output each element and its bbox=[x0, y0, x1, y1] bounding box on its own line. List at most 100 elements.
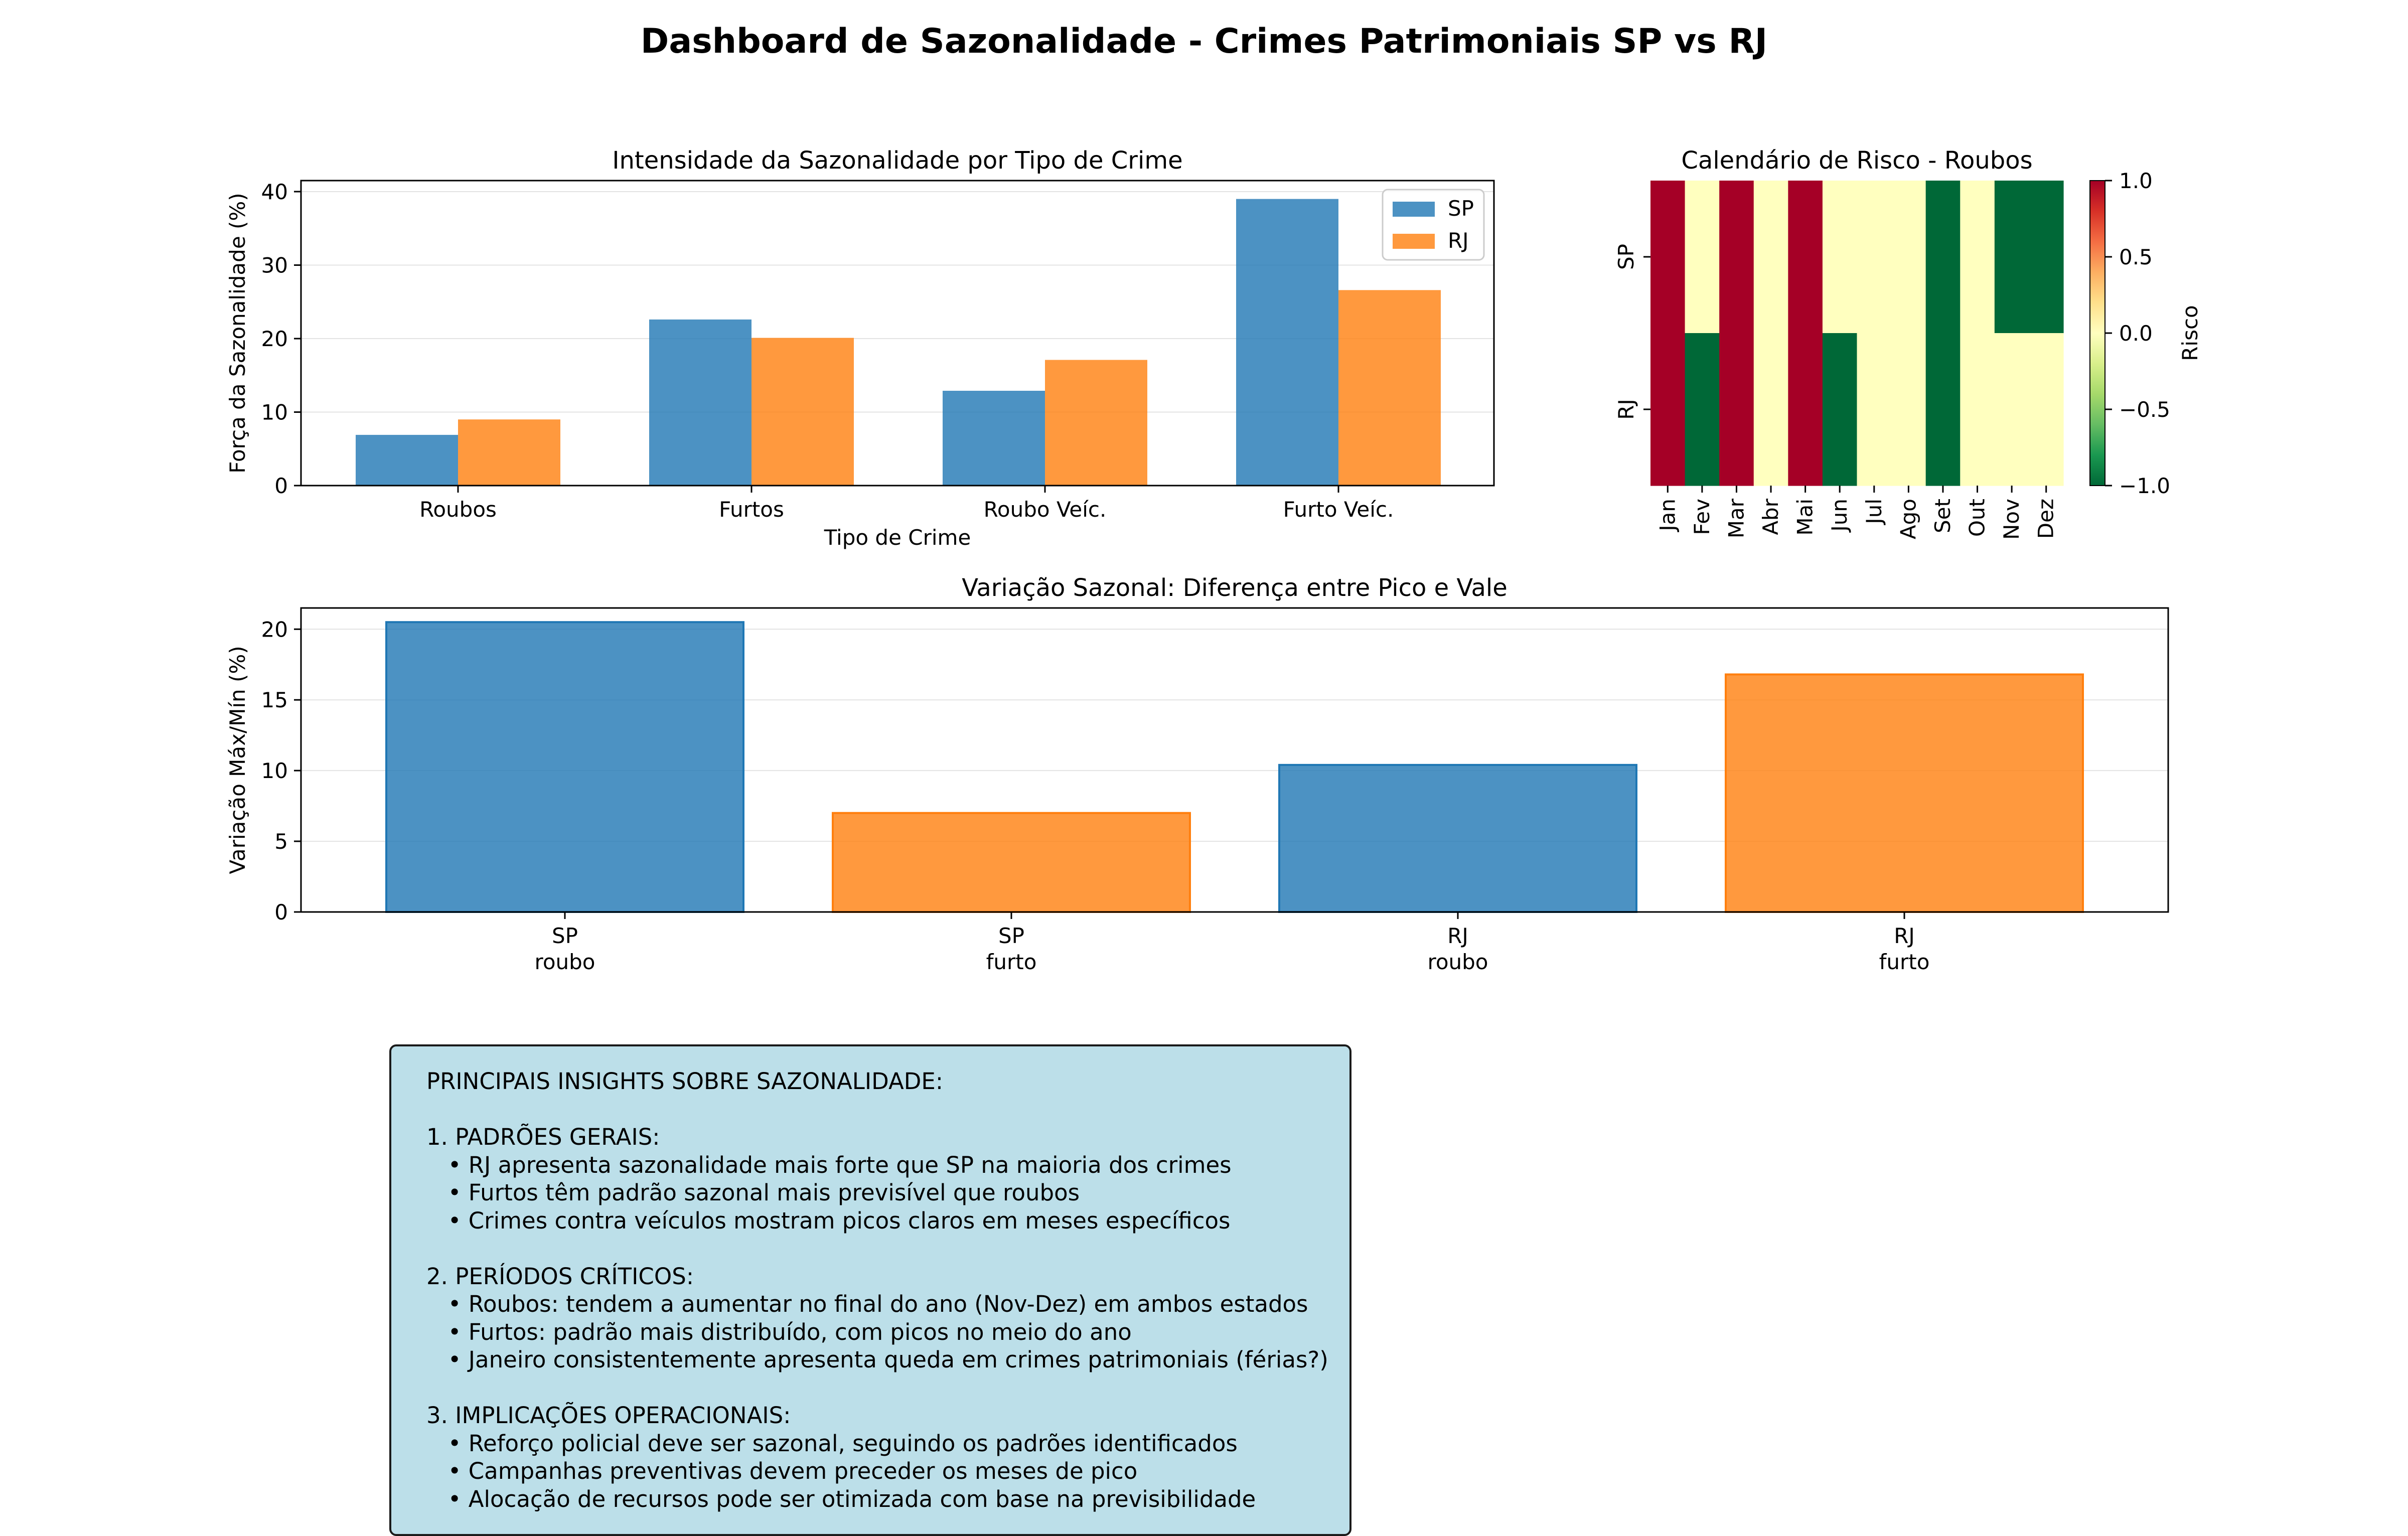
heatmap-cell bbox=[1788, 333, 1823, 486]
insight-line: • Reforço policial deve ser sazonal, seg… bbox=[426, 1430, 1238, 1457]
heatmap-cell bbox=[1857, 333, 1892, 486]
x-tick-label: Furtos bbox=[719, 497, 784, 522]
x-tick-label-state: SP bbox=[552, 924, 578, 948]
variation-bar-3 bbox=[1725, 673, 2084, 913]
colorbar-tick-label: −1.0 bbox=[2119, 474, 2170, 498]
heatmap-cell bbox=[1685, 333, 1720, 486]
column-label: Dez bbox=[2034, 499, 2058, 539]
colorbar-label: Risco bbox=[2178, 305, 2202, 361]
y-tick-label: 0 bbox=[274, 900, 288, 925]
heatmap-cell bbox=[1960, 333, 1995, 486]
heatmap-cell bbox=[1685, 181, 1720, 334]
x-axis-label: Tipo de Crime bbox=[824, 525, 971, 550]
y-tick-label: 30 bbox=[261, 253, 288, 277]
insight-line: PRINCIPAIS INSIGHTS SOBRE SAZONALIDADE: bbox=[426, 1068, 944, 1095]
colorbar-tick-label: −0.5 bbox=[2119, 397, 2170, 422]
y-tick-label: 20 bbox=[261, 617, 288, 642]
insight-line: • Campanhas preventivas devem preceder o… bbox=[426, 1458, 1138, 1484]
heatmap-cell bbox=[1753, 181, 1788, 334]
heatmap-cell bbox=[2029, 181, 2064, 334]
insight-line: 2. PERÍODOS CRÍTICOS: bbox=[426, 1263, 694, 1290]
column-label: Fev bbox=[1690, 499, 1714, 535]
chart-title: Intensidade da Sazonalidade por Tipo de … bbox=[612, 146, 1182, 175]
insight-line: • Furtos têm padrão sazonal mais previsí… bbox=[426, 1179, 1080, 1206]
y-tick-label: 15 bbox=[261, 688, 288, 712]
legend-swatch-rj bbox=[1393, 234, 1435, 249]
dashboard-canvas: Dashboard de Sazonalidade - Crimes Patri… bbox=[225, 22, 2202, 974]
heatmap-cell bbox=[1925, 181, 1961, 334]
y-tick-label: 20 bbox=[261, 327, 288, 351]
x-tick-label: Furto Veíc. bbox=[1283, 497, 1394, 522]
legend-label-sp: SP bbox=[1448, 196, 1474, 221]
seasonality-strength-chart: 0 10 20 30 40 Roubos Furtos Roubo Veíc. Furto Ve… bbox=[225, 146, 1495, 550]
y-tick-label: 10 bbox=[261, 400, 288, 424]
heatmap-cell bbox=[1994, 333, 2030, 486]
heatmap-cell bbox=[1994, 181, 2030, 334]
bar-rj-2 bbox=[1045, 360, 1147, 486]
column-label: Out bbox=[1965, 499, 1990, 537]
heatmap-cell bbox=[1822, 181, 1858, 334]
row-label: RJ bbox=[1614, 399, 1638, 420]
x-tick-label-crime: roubo bbox=[1427, 950, 1488, 974]
bar-sp-2 bbox=[943, 391, 1045, 486]
colorbar-tick-label: 0.0 bbox=[2119, 321, 2153, 346]
plot-frame bbox=[300, 180, 1495, 487]
y-tick-label: 0 bbox=[274, 474, 288, 498]
bar-rj-3 bbox=[1338, 290, 1441, 486]
legend-swatch-sp bbox=[1393, 202, 1435, 217]
heatmap-cell bbox=[1719, 181, 1754, 334]
heatmap-cell bbox=[1719, 333, 1754, 486]
insights-box: PRINCIPAIS INSIGHTS SOBRE SAZONALIDADE: 1… bbox=[389, 1044, 1351, 1536]
heatmap-cell bbox=[1788, 181, 1823, 334]
column-label: Set bbox=[1930, 499, 1955, 533]
bar-rj-0 bbox=[458, 419, 560, 486]
column-label: Jun bbox=[1827, 499, 1852, 533]
page-title: Dashboard de Sazonalidade - Crimes Patri… bbox=[641, 22, 1767, 61]
heatmap-cell bbox=[1753, 333, 1788, 486]
insight-line: • Alocação de recursos pode ser otimizad… bbox=[426, 1485, 1256, 1512]
chart-title: Calendário de Risco - Roubos bbox=[1681, 146, 2032, 175]
variation-bar-0 bbox=[385, 621, 744, 913]
colorbar-tick-label: 1.0 bbox=[2119, 169, 2153, 193]
column-label: Jan bbox=[1655, 499, 1680, 533]
legend-label-rj: RJ bbox=[1448, 228, 1469, 253]
variation-bar-2 bbox=[1278, 763, 1637, 913]
y-tick-label: 10 bbox=[261, 758, 288, 783]
row-label: SP bbox=[1614, 244, 1638, 270]
x-tick-label: Roubo Veíc. bbox=[984, 497, 1107, 522]
column-label: Abr bbox=[1758, 498, 1783, 535]
heatmap-cell bbox=[2029, 333, 2064, 486]
plot-frame bbox=[300, 607, 2169, 913]
insight-spacer bbox=[426, 1235, 1349, 1263]
heatmap-cell bbox=[1891, 181, 1926, 334]
bar-sp-0 bbox=[356, 434, 458, 486]
x-tick-label: Roubos bbox=[419, 497, 497, 522]
heatmap-cell bbox=[1891, 333, 1926, 486]
risk-calendar-heatmap: SP RJ Jan Fev Mar Abr Mai Jun Jul Ago Set Out Nov Dez… bbox=[1614, 146, 2202, 540]
insight-line: 3. IMPLICAÇÕES OPERACIONAIS: bbox=[426, 1402, 791, 1429]
insight-spacer bbox=[426, 1374, 1349, 1402]
colorbar bbox=[2090, 181, 2105, 486]
column-label: Nov bbox=[1999, 499, 2024, 540]
heatmap-cell bbox=[1650, 333, 1686, 486]
bar-sp-3 bbox=[1236, 199, 1338, 486]
bar-sp-1 bbox=[649, 319, 751, 486]
x-tick-label-crime: roubo bbox=[534, 950, 595, 974]
x-tick-label-state: SP bbox=[998, 924, 1024, 948]
colorbar-tick-label: 0.5 bbox=[2119, 245, 2153, 269]
insight-line: • RJ apresenta sazonalidade mais forte q… bbox=[426, 1151, 1232, 1178]
insight-line: • Crimes contra veículos mostram picos c… bbox=[426, 1207, 1231, 1234]
insight-line: 1. PADRÕES GERAIS: bbox=[426, 1124, 660, 1150]
heatmap-cell bbox=[1857, 181, 1892, 334]
bar-rj-1 bbox=[751, 338, 854, 486]
insight-line: • Furtos: padrão mais distribuído, com p… bbox=[426, 1318, 1132, 1345]
chart-title: Variação Sazonal: Diferença entre Pico e… bbox=[962, 574, 1508, 602]
heatmap-cell bbox=[1925, 333, 1961, 486]
y-tick-label: 40 bbox=[261, 180, 288, 204]
heatmap-cell bbox=[1650, 181, 1686, 334]
heatmap-cell bbox=[1960, 181, 1995, 334]
y-axis-label: Variação Máx/Mín (%) bbox=[225, 646, 250, 874]
y-axis-label: Força da Sazonalidade (%) bbox=[225, 193, 250, 473]
heatmap-cell bbox=[1822, 333, 1858, 486]
y-tick-label: 5 bbox=[274, 829, 288, 854]
